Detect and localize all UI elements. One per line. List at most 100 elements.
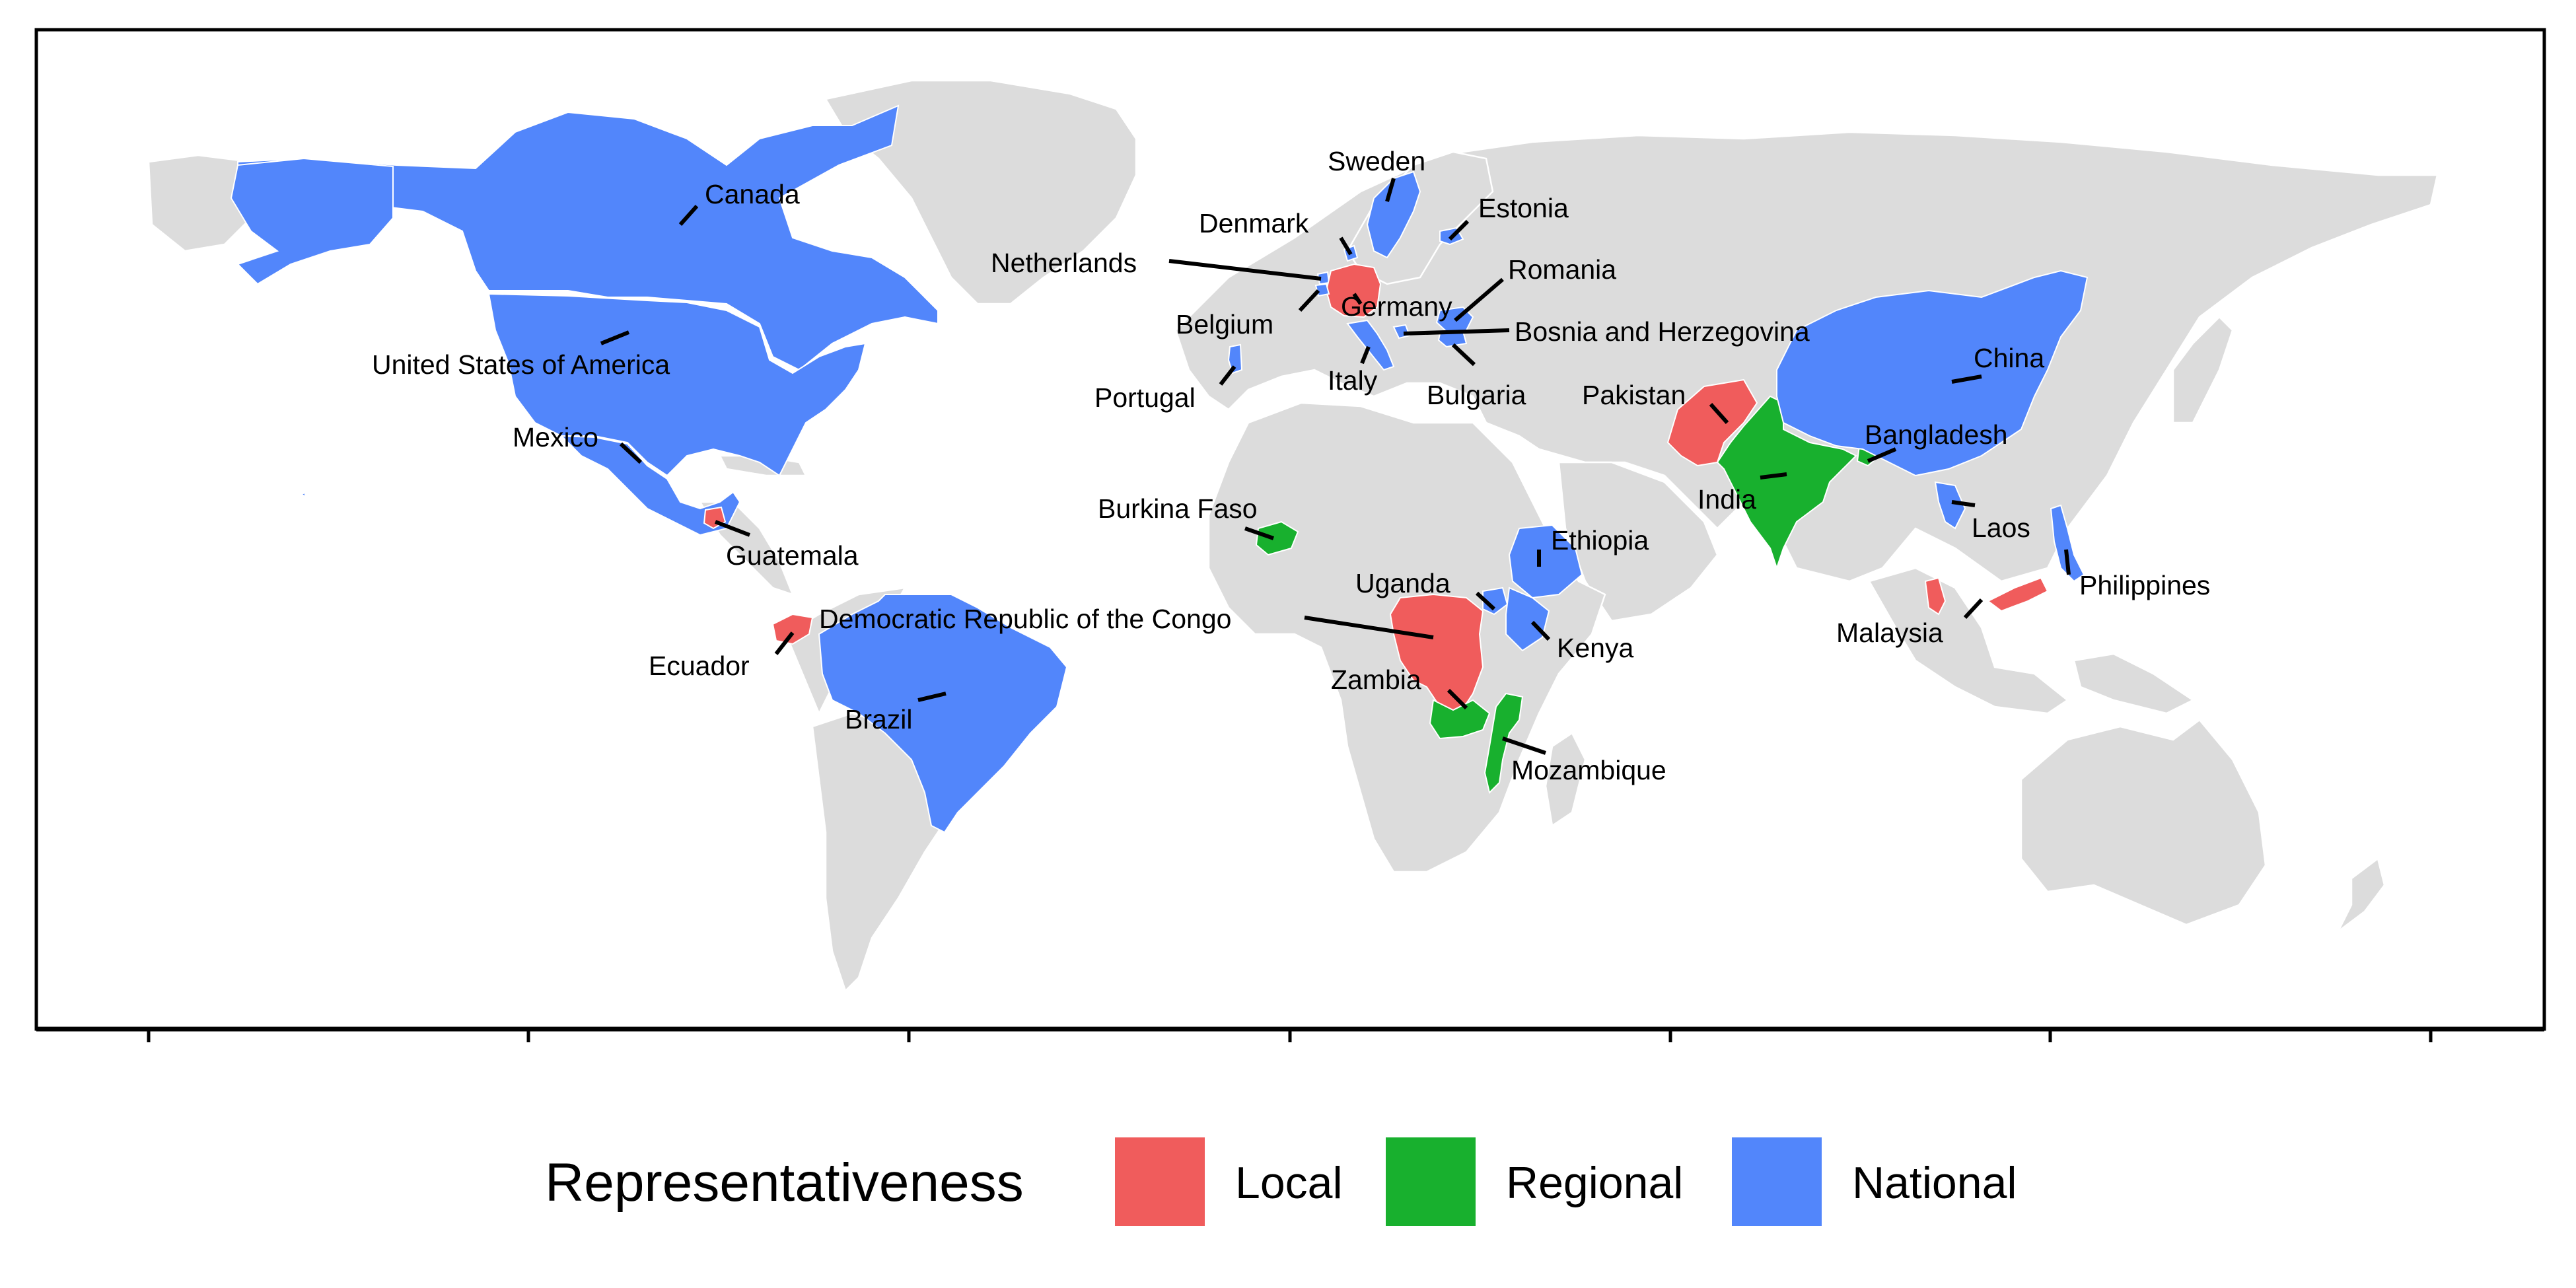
label-belgium: Belgium xyxy=(1176,309,1273,340)
label-denmark: Denmark xyxy=(1199,208,1309,238)
label-china: China xyxy=(1974,343,2044,373)
country-brazil xyxy=(818,594,1068,834)
legend: Representativeness Local Regional Nation… xyxy=(545,1137,2017,1226)
land-japan xyxy=(2172,316,2234,424)
country-canada xyxy=(237,104,939,371)
land-indonesia-east xyxy=(2073,653,2195,715)
leader-drc xyxy=(1304,616,1434,639)
leader-portugal xyxy=(1219,365,1236,386)
label-kenya: Kenya xyxy=(1557,633,1633,663)
label-philippines: Philippines xyxy=(2079,570,2210,600)
country-usa-alaska xyxy=(230,157,394,285)
land-alaska-west xyxy=(147,154,252,252)
leader-mexico xyxy=(619,442,643,464)
leader-estonia xyxy=(1448,219,1470,241)
label-bangladesh: Bangladesh xyxy=(1865,419,2008,450)
label-bosnia: Bosnia and Herzegovina xyxy=(1515,316,1810,347)
land-new-zealand xyxy=(2337,857,2386,932)
countries-layer xyxy=(230,104,2089,834)
label-sweden: Sweden xyxy=(1328,146,1425,176)
country-pakistan xyxy=(1666,378,1758,467)
label-pakistan: Pakistan xyxy=(1582,380,1686,410)
label-ecuador: Ecuador xyxy=(649,651,750,681)
country-mexico xyxy=(559,435,741,536)
country-zambia xyxy=(1429,699,1491,740)
country-sweden xyxy=(1366,170,1421,259)
legend-swatch-local xyxy=(1115,1137,1205,1226)
land-australia xyxy=(2020,719,2267,926)
leader-canada xyxy=(678,205,699,226)
country-labels: Canada United States of America Mexico G… xyxy=(372,146,2210,785)
label-malaysia: Malaysia xyxy=(1836,618,1943,648)
label-canada: Canada xyxy=(705,179,800,209)
label-laos: Laos xyxy=(1972,513,2030,543)
label-estonia: Estonia xyxy=(1478,193,1569,223)
country-kenya xyxy=(1505,587,1550,652)
label-burkina: Burkina Faso xyxy=(1098,493,1258,524)
legend-swatch-national xyxy=(1732,1137,1822,1226)
leader-brazil xyxy=(917,692,947,702)
country-india xyxy=(1716,395,1857,571)
country-portugal xyxy=(1227,343,1243,375)
country-china xyxy=(1776,269,2089,477)
country-italy xyxy=(1346,319,1395,371)
label-uganda: Uganda xyxy=(1355,568,1450,598)
land-southeast-asia xyxy=(1868,567,2069,715)
country-laos xyxy=(1934,481,1966,530)
leader-china xyxy=(1951,375,1982,384)
leader-kenya xyxy=(1530,620,1551,641)
country-uganda xyxy=(1482,587,1509,616)
leader-uganda xyxy=(1475,591,1496,611)
label-romania: Romania xyxy=(1508,254,1616,285)
label-portugal: Portugal xyxy=(1094,382,1196,413)
leader-denmark xyxy=(1339,236,1353,256)
label-usa: United States of America xyxy=(372,349,670,380)
leader-bangladesh xyxy=(1867,447,1897,463)
x-axis xyxy=(36,1026,2544,1042)
country-philippines xyxy=(2050,504,2085,583)
legend-label-national: National xyxy=(1852,1158,2017,1208)
label-guatemala: Guatemala xyxy=(726,540,859,571)
leader-ecuador xyxy=(774,631,795,655)
leader-usa xyxy=(600,330,630,345)
label-mozambique: Mozambique xyxy=(1511,755,1666,785)
legend-label-regional: Regional xyxy=(1506,1158,1683,1208)
country-burkina xyxy=(1255,520,1299,556)
label-drc: Democratic Republic of the Congo xyxy=(819,604,1231,634)
leader-india xyxy=(1760,472,1787,480)
label-brazil: Brazil xyxy=(845,704,913,734)
country-usa-hawaii xyxy=(299,491,306,498)
country-mozambique xyxy=(1484,692,1524,794)
legend-swatch-regional xyxy=(1386,1137,1476,1226)
leader-netherlands xyxy=(1168,259,1322,281)
leader-pakistan xyxy=(1709,403,1729,424)
leader-sweden xyxy=(1385,178,1396,202)
leader-burkina xyxy=(1244,526,1274,540)
leader-philippines xyxy=(2064,549,2071,575)
leader-italy xyxy=(1360,345,1371,365)
country-malaysia-borneo xyxy=(1987,577,2049,612)
label-italy: Italy xyxy=(1328,365,1378,396)
land-madagascar xyxy=(1544,732,1587,828)
country-ecuador xyxy=(771,613,814,645)
country-malaysia xyxy=(1924,577,1947,616)
label-bulgaria: Bulgaria xyxy=(1427,380,1526,410)
label-germany: Germany xyxy=(1341,291,1452,322)
label-netherlands: Netherlands xyxy=(991,248,1137,278)
leader-laos xyxy=(1951,500,1976,507)
leader-belgium xyxy=(1298,289,1320,312)
land-greenland-north xyxy=(824,79,1137,305)
label-zambia: Zambia xyxy=(1331,664,1421,695)
country-germany xyxy=(1325,263,1382,318)
leader-zambia xyxy=(1447,688,1468,710)
leader-romania xyxy=(1454,277,1504,322)
label-mexico: Mexico xyxy=(513,422,598,452)
leader-lines xyxy=(600,178,2071,755)
legend-title: Representativeness xyxy=(545,1153,1024,1213)
leader-bulgaria xyxy=(1451,343,1476,367)
leader-bosnia xyxy=(1403,328,1510,336)
leader-guatemala xyxy=(714,520,751,537)
leader-mozambique xyxy=(1502,736,1546,755)
label-ethiopia: Ethiopia xyxy=(1551,525,1649,555)
